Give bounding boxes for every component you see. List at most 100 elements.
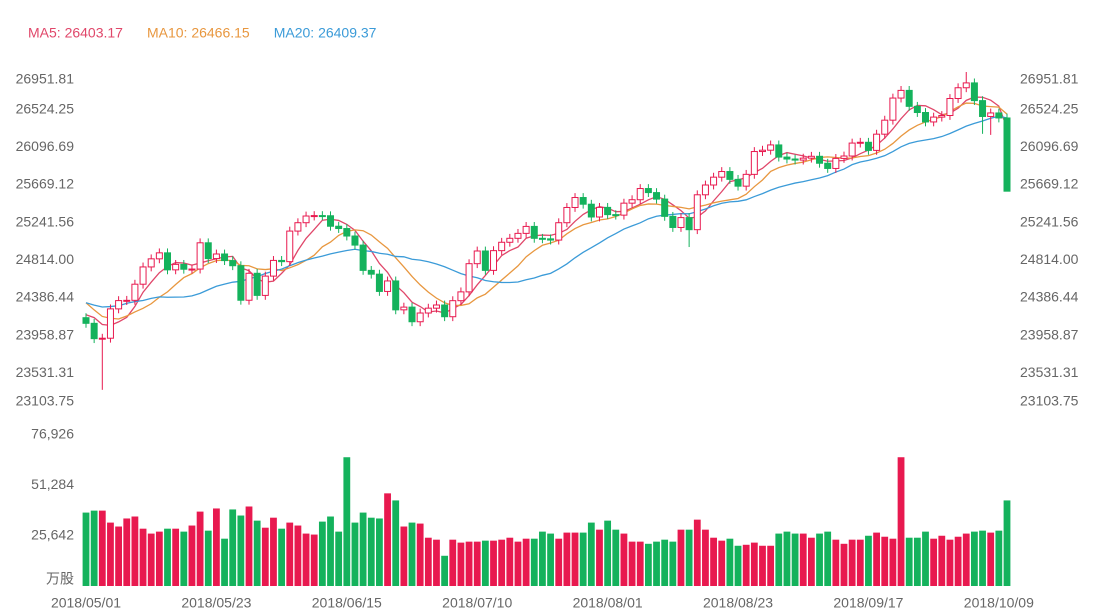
candle-body [416, 312, 424, 323]
candle-body [180, 263, 188, 270]
volume-bar [677, 529, 685, 586]
candle-body [441, 304, 449, 318]
volume-bar [155, 531, 163, 586]
volume-bar [889, 538, 897, 586]
candle-body [930, 116, 938, 123]
volume-bar [547, 533, 554, 586]
candle-body [824, 162, 832, 169]
volume-bar [628, 541, 636, 586]
y-tick-label: 26524.25 [16, 100, 75, 116]
volume-bar [180, 531, 188, 586]
volume-bar [424, 537, 432, 586]
volume-bar [107, 522, 114, 586]
candle-body [628, 199, 636, 204]
candle-body [954, 87, 962, 100]
candle-body [1003, 117, 1011, 192]
candle-body [807, 155, 815, 159]
moving-averages [85, 96, 1008, 327]
candle-body [286, 230, 294, 263]
volume-tick-label: 51,284 [31, 476, 74, 492]
volume-bar [506, 537, 514, 586]
candle-body [400, 306, 408, 311]
legend-entry: MA20: 26409.37 [274, 25, 377, 41]
candle-body [310, 215, 318, 218]
volume-bar [522, 538, 530, 586]
volume-bar [865, 535, 872, 586]
candle-body [449, 300, 457, 318]
candle-body [669, 215, 677, 228]
candle-body [563, 206, 571, 224]
candle-body [155, 252, 163, 260]
candle-body [979, 100, 987, 117]
volume-bar [139, 528, 147, 586]
candle-body [490, 250, 498, 271]
volume-bar [188, 525, 196, 586]
candle-body [351, 235, 359, 246]
volume-bar [286, 522, 294, 586]
candle-body [921, 112, 929, 123]
candle-body [816, 155, 824, 164]
volume-bar [473, 541, 481, 586]
y-tick-label: 25669.12 [16, 176, 75, 192]
volume-bar [995, 530, 1003, 586]
candle-body [547, 238, 555, 241]
candle-body [90, 322, 98, 340]
volume-bar [840, 543, 848, 586]
candle-body [318, 215, 326, 218]
candle-body [946, 98, 954, 117]
candle-body [384, 280, 392, 292]
candle-body [742, 173, 750, 187]
candle-body [188, 268, 196, 271]
volume-bar [718, 540, 726, 586]
volume-bar [767, 545, 775, 586]
candle-body [864, 141, 872, 151]
x-tick-label: 2018/05/01 [51, 595, 121, 611]
candle-body [889, 97, 897, 121]
volume-bar [539, 531, 546, 586]
volume-bar [498, 539, 506, 586]
y-tick-label: 23103.75 [16, 393, 75, 409]
candle-body [636, 188, 644, 201]
candle-body [987, 112, 995, 117]
volume-bar [1003, 500, 1011, 586]
volume-bar [661, 539, 669, 586]
volume-bar [335, 531, 343, 586]
volume-tick-label: 76,926 [31, 426, 74, 442]
volume-bar [294, 525, 302, 586]
candle-body [147, 258, 155, 268]
candle-body [710, 176, 718, 186]
candle-body [758, 149, 766, 153]
volume-bar [123, 518, 131, 586]
volume-bar [970, 531, 978, 586]
candle-body [204, 242, 212, 260]
volume-bar [408, 522, 416, 586]
volume-bar [962, 533, 970, 586]
y-tick-label: 26951.81 [16, 71, 75, 87]
candle-body [294, 222, 302, 232]
candle-body [359, 244, 367, 271]
candle-body [253, 272, 261, 296]
volume-bar [807, 537, 815, 586]
volume-bar [400, 526, 408, 586]
y-tick-label-right: 26096.69 [1020, 138, 1079, 154]
volume-bar [791, 533, 799, 586]
candle-body [840, 155, 848, 159]
candle-body [196, 242, 204, 270]
volume-bar [465, 541, 473, 586]
volume-bar [490, 540, 497, 586]
volume-bar [433, 539, 440, 586]
volume-bar [579, 532, 587, 586]
x-tick-label: 2018/08/23 [703, 595, 773, 611]
y-tick-label-right: 26524.25 [1020, 100, 1079, 116]
candle-body [367, 269, 375, 275]
volume-bar [816, 533, 823, 586]
candle-body [905, 89, 913, 107]
volume-bar [90, 510, 98, 586]
x-tick-label: 2018/08/01 [573, 595, 643, 611]
candle-body [677, 217, 685, 228]
volume-bar [587, 522, 595, 586]
candle-body [661, 198, 669, 217]
x-tick-label: 2018/09/17 [833, 595, 903, 611]
volume-bar [669, 541, 677, 586]
